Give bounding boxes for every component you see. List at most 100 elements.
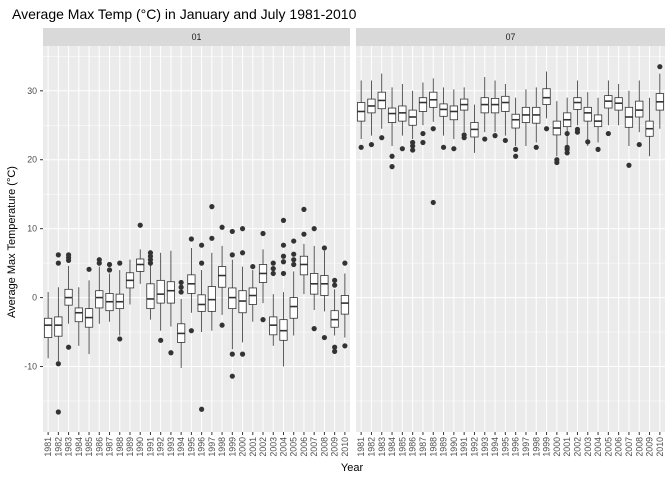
outlier-point	[188, 236, 194, 242]
boxplot-1986	[95, 257, 104, 324]
x-tick-label: 2007	[624, 437, 634, 457]
boxplot-1996	[511, 97, 520, 159]
outlier-point	[410, 139, 416, 146]
box	[542, 88, 551, 105]
boxplot-1995	[501, 83, 510, 144]
outlier-point	[229, 351, 235, 357]
outlier-point	[420, 139, 426, 146]
x-tick-label: 1998	[531, 437, 541, 457]
x-tick-label: 1984	[74, 437, 84, 457]
boxplot-2010	[340, 260, 349, 349]
outlier-point	[342, 343, 348, 349]
panel-background	[356, 46, 665, 432]
x-tick-label: 2008	[319, 437, 329, 457]
outlier-point	[564, 144, 570, 150]
x-tick-label: 1983	[64, 437, 74, 457]
x-tick-label: 1986	[94, 437, 104, 457]
boxplot-1991	[460, 87, 469, 141]
outlier-point	[250, 263, 256, 270]
outlier-point	[311, 226, 317, 232]
x-tick-label: 1987	[105, 437, 115, 457]
x-tick-label: 2001	[562, 437, 572, 457]
x-tick-label: 1989	[439, 437, 449, 457]
x-tick-label: 2005	[289, 437, 299, 457]
facet-strip	[356, 28, 665, 46]
y-tick-label: -10	[24, 362, 37, 372]
x-tick-label: 1982	[53, 437, 63, 457]
outlier-point	[543, 126, 550, 132]
outlier-point	[147, 250, 154, 256]
box	[573, 97, 582, 110]
outlier-point	[332, 282, 338, 288]
x-tick-label: 2009	[645, 437, 655, 457]
x-tick-label: 2006	[299, 437, 309, 457]
x-tick-label: 1999	[227, 437, 237, 457]
x-tick-label: 1997	[207, 437, 217, 457]
x-tick-label: 1983	[377, 437, 387, 457]
outlier-point	[96, 257, 102, 263]
outlier-point	[219, 224, 225, 230]
outlier-point	[199, 260, 205, 266]
x-tick-label: 1992	[469, 437, 479, 457]
x-tick-label: 1989	[125, 437, 135, 457]
boxplot-2009	[645, 97, 654, 157]
outlier-point	[554, 157, 560, 163]
x-tick-label: 1993	[166, 437, 176, 457]
x-tick-label: 1995	[500, 437, 510, 457]
boxplot-1996	[197, 242, 206, 412]
x-tick-label: 1987	[418, 437, 428, 457]
outlier-point	[492, 133, 498, 139]
outlier-point	[379, 135, 385, 141]
box	[217, 266, 227, 288]
outlier-point	[178, 279, 184, 286]
boxplot-1993	[166, 250, 176, 356]
boxplot-1995	[187, 236, 196, 334]
boxplot-1988	[429, 78, 438, 206]
outlier-point	[291, 238, 297, 244]
outlier-point	[585, 139, 591, 145]
boxplot-1994	[490, 80, 500, 139]
outlier-point	[311, 326, 317, 332]
outlier-point	[595, 146, 601, 152]
outlier-point	[260, 230, 266, 237]
outlier-point	[482, 136, 488, 142]
box	[74, 307, 83, 323]
box	[299, 255, 309, 276]
outlier-point	[280, 217, 287, 223]
boxplot-1981	[44, 292, 53, 359]
y-tick-label: 0	[32, 293, 37, 303]
outlier-point	[291, 261, 297, 268]
outlier-point	[270, 270, 276, 277]
outlier-point	[564, 130, 570, 137]
box	[340, 295, 349, 315]
x-tick-label: 1990	[449, 437, 459, 457]
boxplot-1989	[125, 259, 135, 305]
boxplot-2007	[624, 90, 634, 168]
outlier-point	[239, 351, 246, 357]
boxplot-1981	[357, 80, 366, 150]
x-tick-label: 1995	[186, 437, 196, 457]
outlier-point	[430, 199, 436, 206]
outlier-point	[199, 406, 205, 412]
boxplot-1985	[84, 266, 94, 355]
x-tick-label: 2004	[278, 437, 288, 457]
boxplot-2000	[238, 226, 247, 357]
outlier-point	[451, 146, 457, 152]
boxplot-2003	[269, 260, 278, 346]
boxplot-2004	[593, 97, 603, 152]
outlier-point	[626, 162, 632, 168]
x-tick-label: 2006	[614, 437, 624, 457]
x-tick-label: 1997	[521, 437, 531, 457]
outlier-point	[291, 251, 297, 257]
outlier-point	[358, 144, 364, 150]
outlier-point	[106, 261, 113, 268]
outlier-point	[168, 350, 174, 356]
x-tick-label: 1999	[542, 437, 552, 457]
x-tick-label: 1981	[356, 437, 366, 457]
boxplot-1990	[136, 222, 145, 284]
boxplot-1982	[54, 252, 63, 415]
outlier-point	[502, 137, 508, 144]
boxplot-2006	[614, 83, 623, 126]
